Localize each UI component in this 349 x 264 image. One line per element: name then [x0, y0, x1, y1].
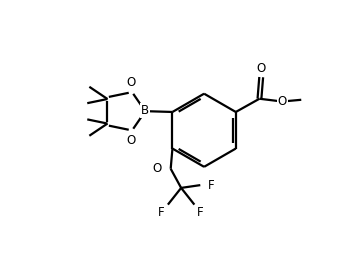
Text: F: F: [197, 206, 204, 219]
Text: F: F: [208, 179, 215, 192]
Text: F: F: [158, 206, 165, 219]
Text: B: B: [141, 104, 149, 117]
Text: O: O: [126, 76, 135, 89]
Text: O: O: [277, 95, 287, 109]
Text: O: O: [153, 162, 162, 175]
Text: O: O: [126, 134, 135, 147]
Text: O: O: [256, 62, 265, 75]
